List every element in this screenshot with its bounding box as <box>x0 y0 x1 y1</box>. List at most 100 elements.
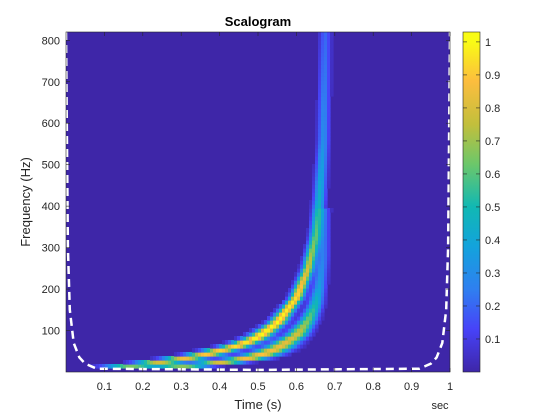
heatmap-cell <box>327 212 331 217</box>
heatmap-cell <box>315 152 319 157</box>
heatmap-cell <box>282 344 286 349</box>
heatmap-cell <box>318 40 322 45</box>
heatmap-cell <box>330 92 334 97</box>
heatmap-cell <box>228 340 232 345</box>
heatmap-cell <box>321 228 325 233</box>
heatmap-cell <box>321 104 325 109</box>
heatmap-cell <box>225 360 229 365</box>
heatmap-cell <box>321 220 325 225</box>
heatmap-cell <box>327 120 331 125</box>
heatmap-cell <box>327 124 331 129</box>
heatmap-cell <box>276 356 280 361</box>
heatmap-cell <box>237 360 241 365</box>
y-tick-label: 100 <box>42 326 60 338</box>
heatmap-cell <box>324 108 328 113</box>
heatmap-cell <box>324 292 328 297</box>
heatmap-cell <box>243 356 247 361</box>
heatmap-cell <box>177 360 181 365</box>
heatmap-cell <box>132 364 136 369</box>
heatmap-cell <box>312 328 316 333</box>
heatmap-cell <box>207 364 211 369</box>
heatmap-cell <box>288 344 292 349</box>
heatmap-cell <box>312 192 316 197</box>
heatmap-cell <box>318 248 322 253</box>
heatmap-cell <box>285 352 289 357</box>
heatmap-cell <box>297 332 301 337</box>
heatmap-cell <box>303 308 307 313</box>
heatmap-cell <box>318 152 322 157</box>
heatmap-cell <box>306 228 310 233</box>
heatmap-cell <box>318 180 322 185</box>
heatmap-cell <box>321 284 325 289</box>
heatmap-cell <box>315 144 319 149</box>
heatmap-cell <box>303 276 307 281</box>
heatmap-cell <box>300 280 304 285</box>
heatmap-cell <box>318 60 322 65</box>
heatmap-cell <box>261 348 265 353</box>
heatmap-cell <box>315 136 319 141</box>
heatmap-cell <box>309 252 313 257</box>
heatmap-cell <box>306 236 310 241</box>
heatmap-cell <box>318 124 322 129</box>
heatmap-cell <box>261 328 265 333</box>
heatmap-cell <box>318 44 322 49</box>
y-tick-label: 700 <box>42 77 60 89</box>
heatmap-cell <box>207 348 211 353</box>
heatmap-cell <box>300 292 304 297</box>
heatmap-cell <box>315 212 319 217</box>
heatmap-cell <box>279 344 283 349</box>
heatmap-cell <box>159 360 163 365</box>
heatmap-cell <box>219 348 223 353</box>
heatmap-cell <box>288 340 292 345</box>
heatmap-cell <box>327 112 331 117</box>
heatmap-cell <box>327 148 331 153</box>
heatmap-cell <box>255 340 259 345</box>
heatmap-cell <box>246 336 250 341</box>
heatmap-cell <box>309 324 313 329</box>
heatmap-cell <box>204 360 208 365</box>
heatmap-cell <box>315 100 319 105</box>
heatmap-cell <box>198 356 202 361</box>
heatmap-cell <box>258 336 262 341</box>
heatmap-cell <box>129 360 133 365</box>
heatmap-cell <box>240 360 244 365</box>
heatmap-cell <box>303 300 307 305</box>
heatmap-cell <box>216 364 220 369</box>
heatmap-cell <box>324 36 328 41</box>
heatmap-cell <box>261 356 265 361</box>
heatmap-cell <box>243 348 247 353</box>
heatmap-cell <box>288 304 292 309</box>
heatmap-cell <box>303 296 307 301</box>
heatmap-cell <box>324 120 328 125</box>
heatmap-cell <box>132 360 136 365</box>
heatmap-cell <box>279 336 283 341</box>
heatmap-cell <box>291 300 295 305</box>
heatmap-cell <box>303 288 307 293</box>
heatmap-cell <box>249 356 253 361</box>
heatmap-cell <box>327 92 331 97</box>
heatmap-cell <box>327 260 331 265</box>
heatmap-cell <box>324 44 328 49</box>
heatmap-cell <box>312 196 316 201</box>
heatmap-cell <box>225 356 229 361</box>
heatmap-cell <box>294 332 298 337</box>
heatmap-cell <box>318 272 322 277</box>
heatmap-cell <box>321 288 325 293</box>
heatmap-cell <box>324 104 328 109</box>
heatmap-cell <box>324 56 328 61</box>
heatmap-cell <box>306 332 310 337</box>
heatmap-cell <box>252 352 256 357</box>
heatmap-cell <box>315 156 319 161</box>
heatmap-cell <box>270 344 274 349</box>
heatmap-cell <box>195 356 199 361</box>
heatmap-cell <box>318 256 322 261</box>
heatmap-cell <box>321 192 325 197</box>
heatmap-cell <box>141 360 145 365</box>
heatmap-cell <box>207 352 211 357</box>
heatmap-cell <box>198 364 202 369</box>
heatmap-cell <box>243 344 247 349</box>
heatmap-cell <box>330 68 334 73</box>
heatmap-cell <box>243 352 247 357</box>
heatmap-cell <box>234 348 238 353</box>
heatmap-cell <box>267 336 271 341</box>
